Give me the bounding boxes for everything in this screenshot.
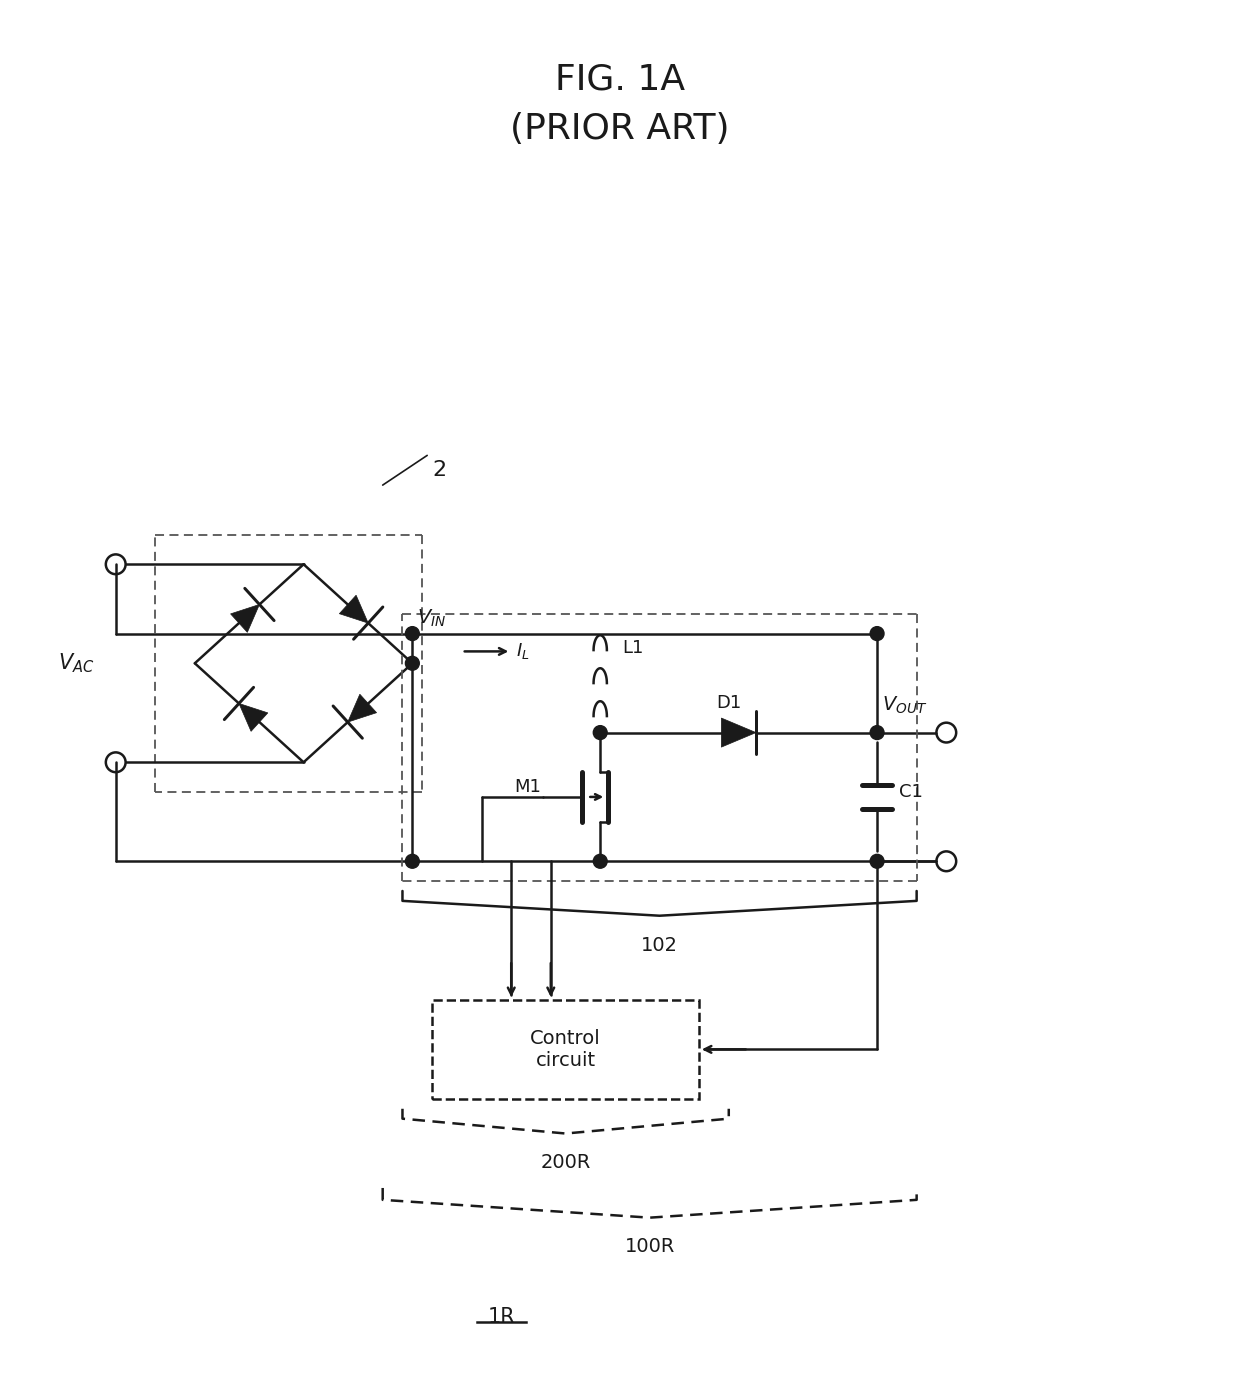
Polygon shape xyxy=(347,694,377,722)
Polygon shape xyxy=(722,718,756,747)
Text: $V_{OUT}$: $V_{OUT}$ xyxy=(882,694,928,715)
Text: 100R: 100R xyxy=(625,1238,675,1257)
Circle shape xyxy=(405,626,419,640)
Text: 200R: 200R xyxy=(541,1153,590,1173)
Text: (PRIOR ART): (PRIOR ART) xyxy=(510,112,730,145)
Circle shape xyxy=(405,657,419,671)
Circle shape xyxy=(593,726,608,740)
Text: Control
circuit: Control circuit xyxy=(531,1029,601,1070)
Text: 2: 2 xyxy=(432,461,446,480)
Text: 102: 102 xyxy=(641,935,678,954)
Circle shape xyxy=(870,626,884,640)
Circle shape xyxy=(405,855,419,869)
Text: $V_{AC}$: $V_{AC}$ xyxy=(58,651,94,675)
Text: FIG. 1A: FIG. 1A xyxy=(556,62,684,97)
Circle shape xyxy=(870,855,884,869)
Circle shape xyxy=(593,855,608,869)
Text: 1R: 1R xyxy=(487,1307,515,1326)
Polygon shape xyxy=(231,604,259,632)
Text: C1: C1 xyxy=(899,783,923,801)
Text: M1: M1 xyxy=(515,779,541,797)
Text: D1: D1 xyxy=(717,694,742,712)
Polygon shape xyxy=(340,595,368,624)
Circle shape xyxy=(870,726,884,740)
Text: L1: L1 xyxy=(622,639,644,657)
Text: $I_L$: $I_L$ xyxy=(516,642,529,661)
Text: $V_{IN}$: $V_{IN}$ xyxy=(418,609,446,629)
Polygon shape xyxy=(239,704,268,732)
